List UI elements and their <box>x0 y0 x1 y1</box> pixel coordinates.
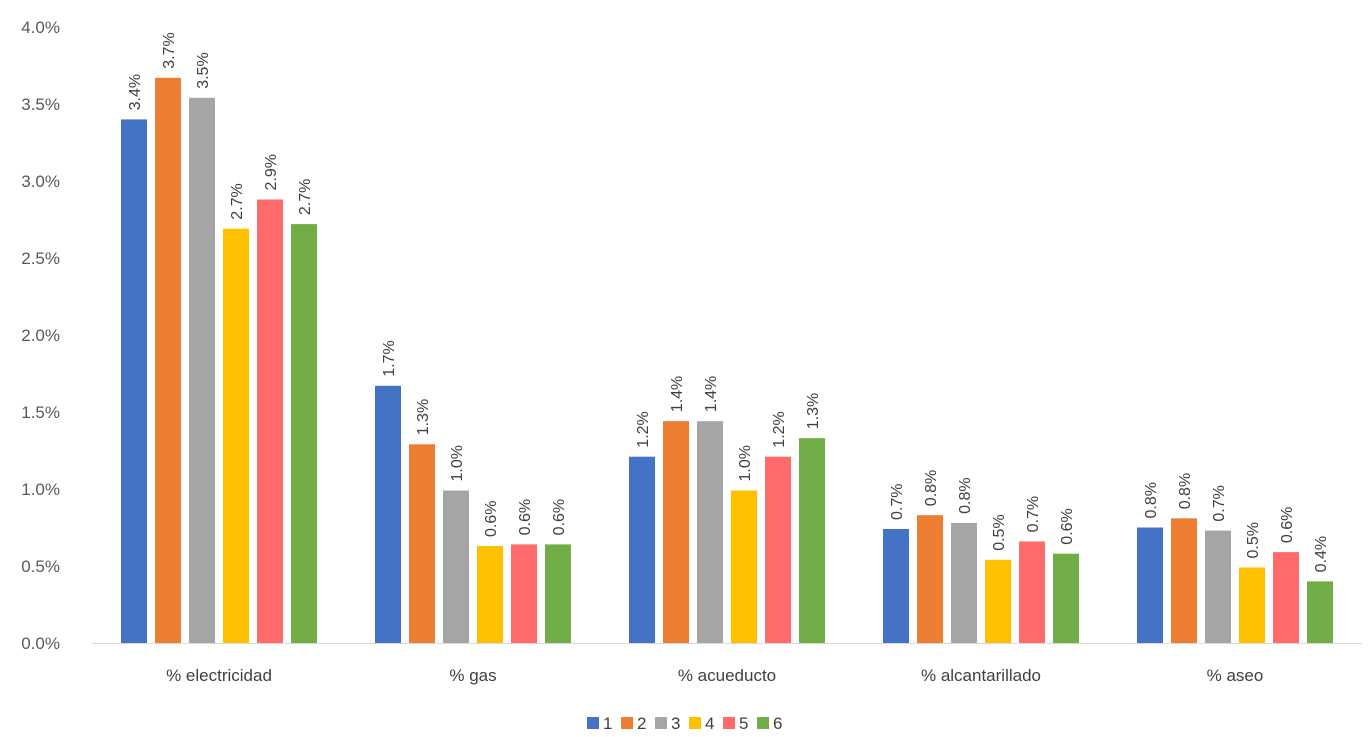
category-label: % acueducto <box>678 666 776 685</box>
data-label: 0.5% <box>1245 522 1262 558</box>
data-label: 0.7% <box>1025 496 1042 532</box>
legend-swatch <box>723 717 735 729</box>
legend-label: 4 <box>705 714 714 733</box>
data-label: 0.4% <box>1313 536 1330 572</box>
bar <box>985 559 1011 643</box>
data-label: 0.7% <box>889 484 906 520</box>
data-label: 0.8% <box>1143 482 1160 518</box>
data-label: 2.7% <box>297 179 314 215</box>
bar <box>1171 518 1197 643</box>
bar <box>663 421 689 643</box>
y-tick-label: 0.5% <box>21 557 60 576</box>
bar <box>731 490 757 643</box>
bar <box>917 515 943 643</box>
y-tick-label: 2.0% <box>21 326 60 345</box>
y-tick-label: 4.0% <box>21 18 60 37</box>
legend-swatch <box>621 717 633 729</box>
legend-label: 2 <box>637 714 646 733</box>
bar <box>1307 581 1333 643</box>
data-label: 3.7% <box>161 32 178 68</box>
bar <box>951 522 977 643</box>
data-label: 0.6% <box>551 499 568 535</box>
bars <box>121 77 1333 644</box>
data-label: 3.5% <box>195 52 212 88</box>
data-label: 3.4% <box>127 74 144 110</box>
bar <box>545 544 571 643</box>
x-axis: % electricidad % gas % acueducto % alcantar… <box>166 666 1263 685</box>
data-label: 2.9% <box>263 154 280 190</box>
data-label: 0.6% <box>483 501 500 537</box>
bar <box>697 421 723 643</box>
bar <box>121 119 147 643</box>
data-label: 0.6% <box>1279 507 1296 543</box>
category-label: % alcantarillado <box>921 666 1041 685</box>
bar <box>1053 553 1079 643</box>
legend-swatch <box>757 717 769 729</box>
bar <box>629 456 655 643</box>
data-label: 0.6% <box>517 499 534 535</box>
y-tick-label: 1.0% <box>21 480 60 499</box>
data-label: 0.5% <box>991 514 1008 550</box>
bar <box>409 444 435 643</box>
y-tick-label: 1.5% <box>21 403 60 422</box>
data-label: 0.8% <box>923 470 940 506</box>
data-label: 0.8% <box>957 477 974 513</box>
legend-swatch <box>655 717 667 729</box>
data-labels: 3.4% 3.7% 3.5% 2.7% 2.9% 2.7% 1.7% 1.3% 1.0% 0.6%… <box>127 32 1330 572</box>
legend: 1 2 3 4 5 6 <box>587 714 782 733</box>
data-label: 0.6% <box>1059 508 1076 544</box>
y-tick-label: 2.5% <box>21 249 60 268</box>
y-axis: 0.0% 0.5% 1.0% 1.5% 2.0% 2.5% 3.0% 3.5% 4.0% <box>21 18 60 653</box>
bar <box>1273 552 1299 643</box>
bar <box>189 97 215 644</box>
data-label: 1.0% <box>449 445 466 481</box>
bar <box>883 529 909 643</box>
legend-label: 5 <box>739 714 748 733</box>
data-label: 1.7% <box>381 340 398 376</box>
data-label: 0.7% <box>1211 485 1228 521</box>
legend-swatch <box>689 717 701 729</box>
legend-swatch <box>587 717 599 729</box>
category-label: % aseo <box>1207 666 1264 685</box>
bar <box>1019 541 1045 643</box>
bar <box>223 228 249 643</box>
data-label: 0.8% <box>1177 473 1194 509</box>
bar <box>257 199 283 643</box>
legend-label: 3 <box>671 714 680 733</box>
data-label: 1.4% <box>669 376 686 412</box>
data-label: 1.2% <box>635 411 652 447</box>
y-tick-label: 3.5% <box>21 95 60 114</box>
data-label: 2.7% <box>229 183 246 219</box>
legend-label: 6 <box>773 714 782 733</box>
category-label: % electricidad <box>166 666 272 685</box>
y-tick-label: 3.0% <box>21 172 60 191</box>
bar <box>1239 567 1265 643</box>
bar <box>511 544 537 643</box>
bar <box>443 490 469 643</box>
data-label: 1.3% <box>805 393 822 429</box>
data-label: 1.0% <box>737 445 754 481</box>
category-label: % gas <box>449 666 496 685</box>
data-label: 1.2% <box>771 411 788 447</box>
bar <box>155 77 181 644</box>
bar <box>375 385 401 643</box>
bar <box>765 456 791 643</box>
data-label: 1.4% <box>703 376 720 412</box>
bar <box>291 224 317 643</box>
legend-label: 1 <box>603 714 612 733</box>
bar <box>1205 530 1231 643</box>
bar <box>799 438 825 643</box>
y-tick-label: 0.0% <box>21 634 60 653</box>
bar <box>477 546 503 643</box>
bar <box>1137 527 1163 643</box>
data-label: 1.3% <box>415 399 432 435</box>
